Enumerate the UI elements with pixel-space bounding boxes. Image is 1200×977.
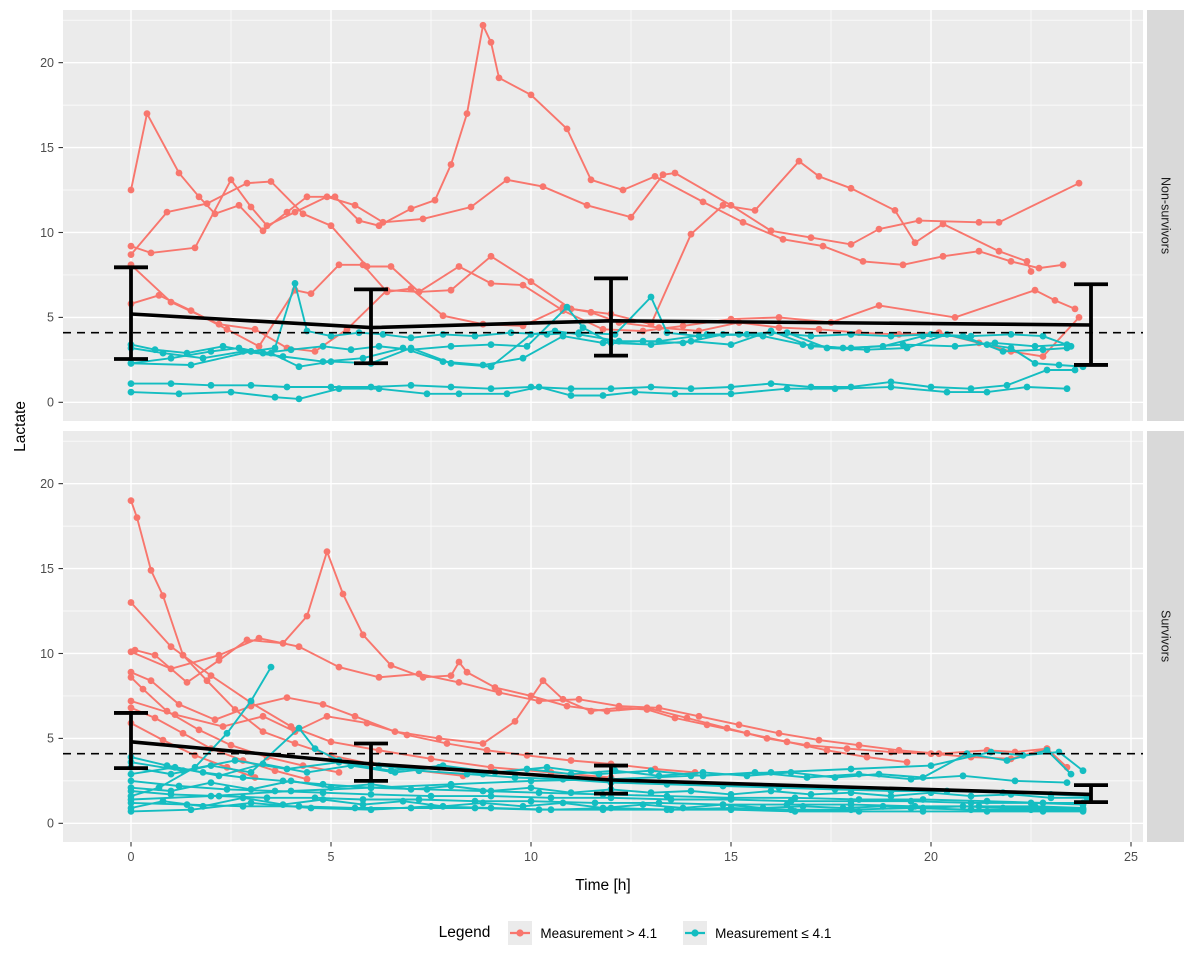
lactate-faceted-chart: Lactate 0 5 10 15 20 Non-survivors 0 5 10 15 20 … [0, 10, 1200, 945]
svg-text:15: 15 [724, 850, 738, 864]
svg-text:15: 15 [40, 141, 54, 155]
facet-strip-non-survivors: Non-survivors [1147, 10, 1184, 421]
y-axis-title: Lactate [12, 400, 29, 452]
x-axis-ticks: 0 5 10 15 20 25 [128, 842, 1138, 864]
svg-text:0: 0 [47, 817, 54, 831]
x-axis: 0 5 10 15 20 25 [0, 842, 1200, 875]
svg-text:5: 5 [328, 850, 335, 864]
x-axis-title: Time [h] [575, 877, 631, 894]
legend-key-below-icon [683, 921, 708, 945]
legend-key-above-icon [508, 921, 533, 945]
legend-label-above: Measurement > 4.1 [540, 925, 658, 941]
facet-survivors: 0 5 10 15 20 Survivors [0, 431, 1200, 842]
facet-strip-survivors: Survivors [1147, 431, 1184, 842]
svg-text:5: 5 [47, 311, 54, 325]
svg-text:0: 0 [128, 850, 135, 864]
facet-non-survivors: 0 5 10 15 20 Non-survivors [0, 10, 1200, 421]
legend-item-below: Measurement ≤ 4.1 [683, 921, 831, 945]
svg-text:25: 25 [1124, 850, 1138, 864]
svg-text:0: 0 [47, 396, 54, 410]
facet-strip-label: Non-survivors [1158, 176, 1173, 255]
svg-text:5: 5 [47, 732, 54, 746]
legend-title: Legend [438, 924, 491, 941]
legend: Legend Measurement > 4.1 Measurement ≤ 4… [35, 921, 1200, 945]
legend-label-below: Measurement ≤ 4.1 [715, 925, 832, 941]
legend-item-above: Measurement > 4.1 [508, 921, 657, 945]
svg-text:10: 10 [40, 647, 54, 661]
panel-non-survivors: 0 5 10 15 20 [40, 10, 1143, 421]
svg-text:15: 15 [40, 562, 54, 576]
svg-text:20: 20 [40, 477, 54, 491]
svg-text:10: 10 [40, 226, 54, 240]
facet-strip-label: Survivors [1158, 610, 1173, 663]
facet-panels: 0 5 10 15 20 Non-survivors 0 5 10 15 20 Survivor… [0, 10, 1200, 842]
svg-text:20: 20 [40, 56, 54, 70]
panel-survivors: 0 5 10 15 20 [40, 431, 1143, 842]
svg-text:10: 10 [524, 850, 538, 864]
svg-text:20: 20 [924, 850, 938, 864]
